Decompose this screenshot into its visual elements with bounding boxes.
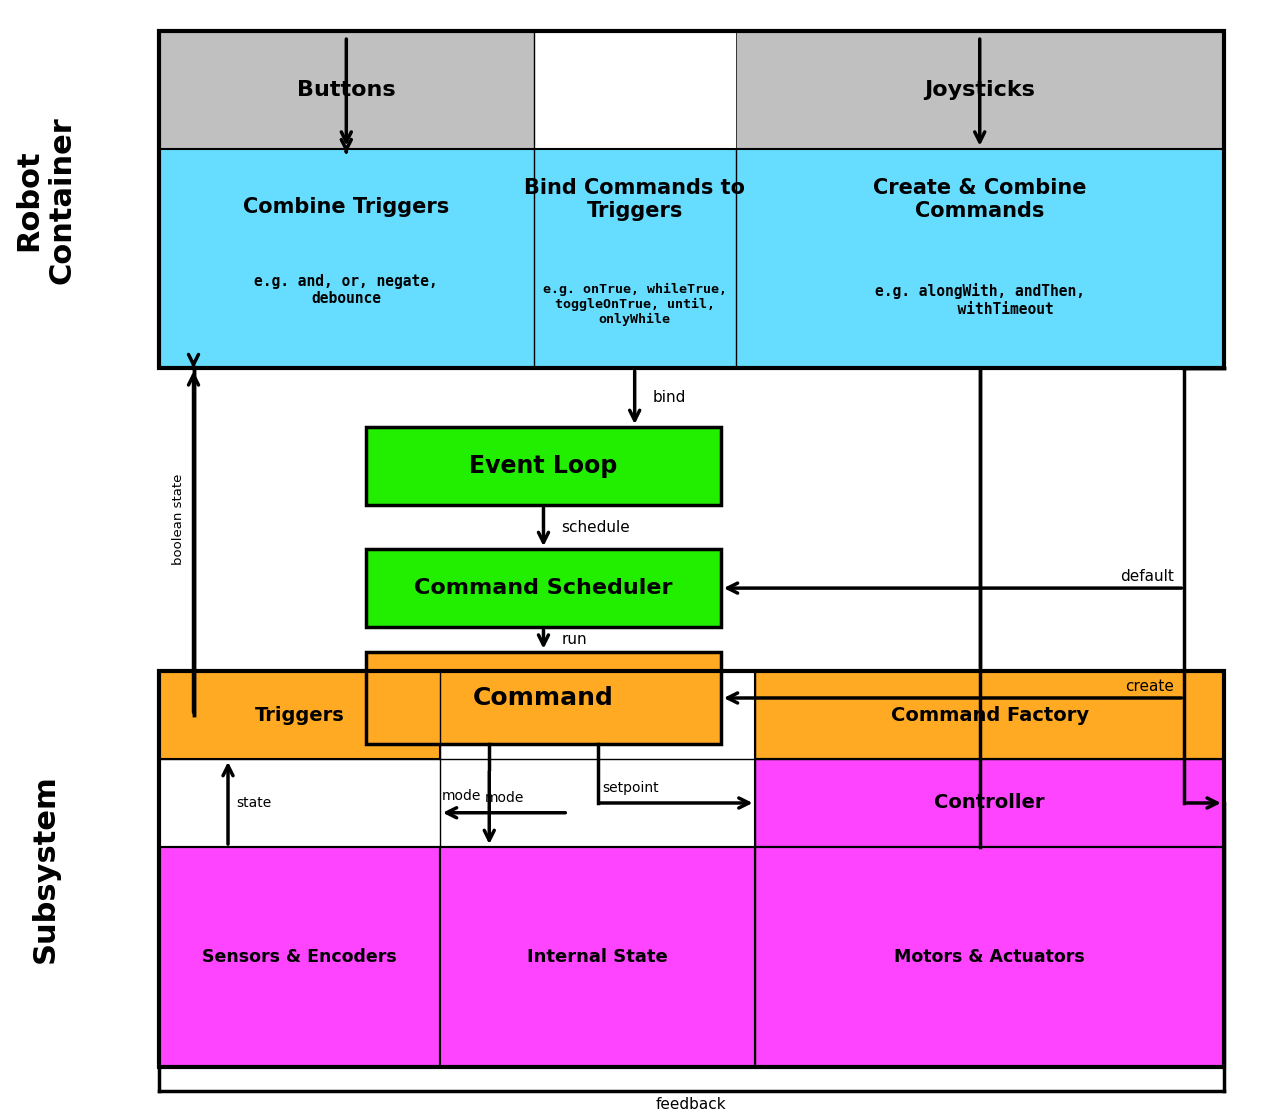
Bar — [366, 427, 721, 505]
Bar — [755, 759, 1224, 847]
Text: Event Loop: Event Loop — [469, 454, 617, 479]
Text: boolean state: boolean state — [173, 474, 185, 566]
Text: Motors & Actuators: Motors & Actuators — [895, 948, 1085, 966]
Bar — [158, 671, 440, 847]
Bar — [755, 847, 1224, 1067]
Text: run: run — [561, 632, 587, 647]
Text: Buttons: Buttons — [296, 80, 396, 100]
Bar — [158, 847, 440, 1067]
Text: Sensors & Encoders: Sensors & Encoders — [202, 948, 397, 966]
Text: Command Scheduler: Command Scheduler — [414, 578, 672, 598]
Text: Controller: Controller — [934, 794, 1045, 813]
Bar — [366, 549, 721, 627]
Text: bind: bind — [653, 390, 686, 405]
Bar — [158, 31, 534, 149]
Text: e.g. onTrue, whileTrue,
toggleOnTrue, until,
onlyWhile: e.g. onTrue, whileTrue, toggleOnTrue, un… — [543, 283, 727, 326]
Text: create: create — [1126, 679, 1174, 694]
Bar — [158, 671, 440, 759]
Text: e.g. and, or, negate,
debounce: e.g. and, or, negate, debounce — [254, 274, 438, 306]
Text: Command Factory: Command Factory — [891, 705, 1089, 724]
Text: Command: Command — [473, 686, 613, 710]
Text: Create & Combine
Commands: Create & Combine Commands — [873, 178, 1086, 221]
Bar — [366, 652, 721, 745]
Text: schedule: schedule — [561, 520, 630, 534]
Text: Combine Triggers: Combine Triggers — [243, 197, 450, 217]
Text: Joysticks: Joysticks — [924, 80, 1035, 100]
Text: Internal State: Internal State — [528, 948, 668, 966]
Text: Bind Commands to
Triggers: Bind Commands to Triggers — [524, 178, 745, 221]
Text: Triggers: Triggers — [254, 705, 344, 724]
Text: setpoint: setpoint — [603, 781, 659, 795]
Text: Robot
Container: Robot Container — [14, 116, 77, 284]
Text: mode: mode — [484, 792, 524, 805]
Bar — [158, 671, 1224, 1067]
Bar — [736, 149, 1224, 368]
Bar — [158, 31, 1224, 368]
Text: state: state — [236, 796, 271, 809]
Bar — [440, 847, 755, 1067]
Bar — [755, 671, 1224, 759]
Text: feedback: feedback — [656, 1097, 727, 1112]
Text: e.g. alongWith, andThen,
      withTimeout: e.g. alongWith, andThen, withTimeout — [874, 283, 1085, 316]
Bar — [534, 149, 736, 368]
Text: Subsystem: Subsystem — [31, 775, 60, 964]
Bar — [736, 31, 1224, 149]
Bar — [158, 149, 534, 368]
Text: mode: mode — [442, 788, 482, 803]
Text: default: default — [1121, 569, 1174, 584]
